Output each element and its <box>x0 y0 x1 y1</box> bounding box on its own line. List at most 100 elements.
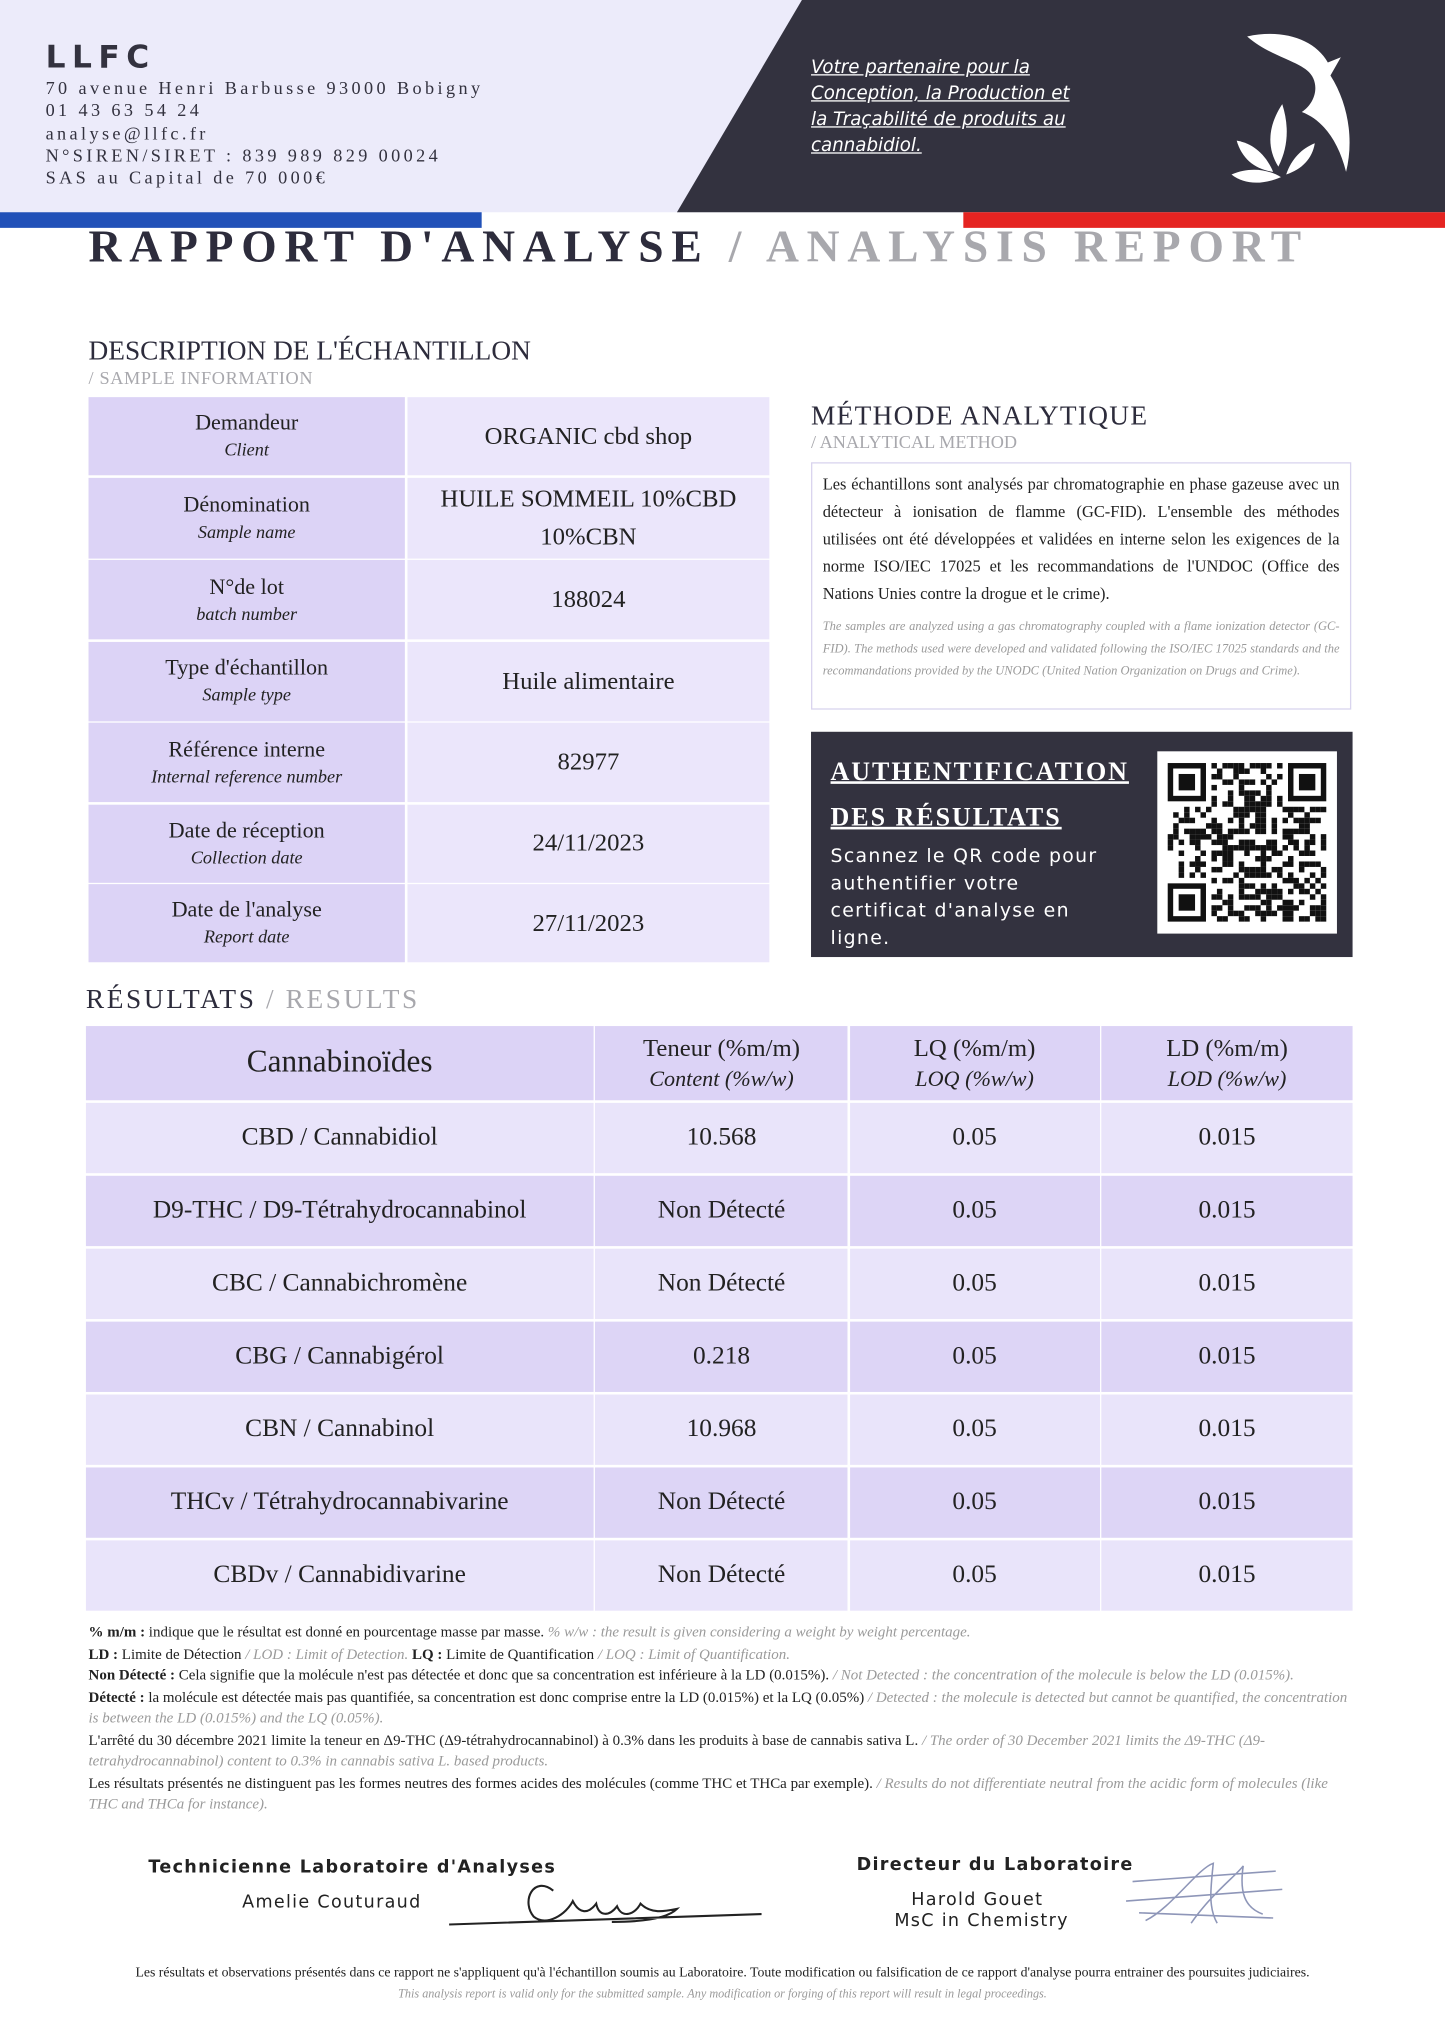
signature-right <box>1125 1862 1283 1924</box>
results-value: 0.05 <box>952 1196 997 1224</box>
sample-label-cell: Référence interne Internal reference numb… <box>88 722 405 803</box>
results-cell: 0.015 <box>1101 1248 1353 1320</box>
sample-value: ORGANIC cbd shop <box>484 422 693 450</box>
sample-sublabel: Internal reference number <box>151 767 343 788</box>
results-value: 0.05 <box>952 1487 997 1516</box>
sample-label: Référence interne <box>168 736 326 762</box>
sample-value: 24/11/2023 <box>532 829 645 857</box>
results-value: CBN / Cannabinol <box>245 1415 435 1443</box>
results-row: CBDv / Cannabidivarine Non Détecté 0.05 0.0… <box>85 1539 1353 1611</box>
address-line: N°SIREN/SIRET : 839 989 829 00024 <box>45 146 442 167</box>
results-value: THCv / Tétrahydrocannabivarine <box>170 1487 509 1516</box>
results-value: 0.05 <box>952 1123 997 1151</box>
qr-frame <box>1157 751 1337 934</box>
note-line: % m/m : indique que le résultat est donn… <box>89 1622 1358 1643</box>
address-line: SAS au Capital de 70 000€ <box>45 169 329 190</box>
footer-text: Les résultats et observations présentés … <box>135 1966 1310 1981</box>
results-value: 0.218 <box>692 1342 751 1370</box>
results-cell: 10.568 <box>595 1102 848 1174</box>
header-band <box>0 0 1445 228</box>
results-value: 0.015 <box>1198 1123 1256 1151</box>
results-header-cell: LQ (%m/m) LOQ (%w/w) <box>849 1026 1100 1101</box>
sig-name: Amelie Couturaud <box>242 1891 422 1913</box>
sample-label-cell: Date de l'analyse Report date <box>88 884 405 963</box>
sample-row: Type d'échantillon Sample type Huile alime… <box>88 641 770 721</box>
note-line: Détecté : la molécule est détectée mais … <box>89 1687 1358 1730</box>
note-text: indique que le résultat est donné en pou… <box>145 1625 545 1641</box>
address-line: 01 43 63 54 24 <box>45 101 203 122</box>
sample-sublabel: Report date <box>203 928 290 948</box>
sig-title: Technicienne Laboratoire d'Analyses <box>148 1856 557 1878</box>
results-value: Non Détecté <box>657 1487 786 1516</box>
sample-value: 27/11/2023 <box>532 909 645 937</box>
results-cell: Non Détecté <box>595 1175 848 1247</box>
results-value: 0.015 <box>1198 1196 1256 1224</box>
results-cell: CBC / Cannabichromène <box>85 1248 594 1320</box>
sample-value-cell: Huile alimentaire <box>407 641 770 721</box>
sample-value-cell: HUILE SOMMEIL 10%CBD 10%CBN <box>407 477 770 558</box>
results-value: 10.968 <box>686 1415 757 1443</box>
sample-value-cell: 24/11/2023 <box>407 804 770 883</box>
results-cell: 0.015 <box>1101 1393 1353 1465</box>
note-translation: / The order of 30 December 2021 limits t… <box>88 1732 1265 1770</box>
results-row: THCv / Tétrahydrocannabivarine Non Détect… <box>85 1466 1353 1538</box>
auth-title: AUTHENTIFICATION DES RÉSULTATS <box>831 750 1129 841</box>
results-value: D9-THC / D9-Tétrahydrocannabinol <box>152 1196 527 1224</box>
logo <box>1231 33 1350 183</box>
results-cell: 0.218 <box>595 1320 848 1392</box>
auth-title-line: AUTHENTIFICATION <box>830 757 1129 787</box>
results-row: CBC / Cannabichromène Non Détecté 0.05 0.01… <box>85 1248 1353 1320</box>
results-cell: 0.05 <box>849 1466 1100 1538</box>
note-translation: / Not Detected : the concentration of th… <box>832 1667 1294 1684</box>
note-text: L'arrêté du 30 décembre 2021 limite la t… <box>88 1732 922 1749</box>
results-cell: 0.05 <box>849 1393 1100 1465</box>
results-value: Non Détecté <box>657 1269 786 1297</box>
results-cell: 0.015 <box>1101 1102 1353 1174</box>
column-sublabel: Content (%w/w) <box>649 1065 794 1091</box>
results-cell: 0.05 <box>849 1539 1100 1611</box>
note-text: Les résultats présentés ne distinguent p… <box>88 1775 877 1792</box>
sig-degree: MsC in Chemistry <box>894 1910 1069 1932</box>
results-cell: CBG / Cannabigérol <box>85 1320 594 1392</box>
note-translation: / Results do not differentiate neutral f… <box>88 1775 1328 1813</box>
results-value: 0.05 <box>952 1415 997 1443</box>
note-term: % m/m : <box>88 1625 146 1641</box>
results-cell: Non Détecté <box>595 1248 848 1320</box>
sample-sublabel: Client <box>224 441 269 461</box>
results-cell: CBDv / Cannabidivarine <box>85 1539 594 1611</box>
results-row: CBD / Cannabidiol 10.568 0.05 0.015 <box>85 1102 1353 1174</box>
tagline-line: Conception, la Production et <box>811 83 1070 105</box>
results-value: CBD / Cannabidiol <box>241 1123 438 1151</box>
results-cell: CBD / Cannabidiol <box>85 1102 594 1174</box>
results-cell: 0.015 <box>1101 1175 1353 1247</box>
results-value: CBC / Cannabichromène <box>212 1269 468 1297</box>
note-line: Non Détecté : Cela signifie que la moléc… <box>89 1665 1358 1686</box>
sig-name: Harold Gouet <box>911 1889 1044 1911</box>
sample-label-cell: N°de lot batch number <box>88 559 405 640</box>
sample-row: Dénomination Sample name HUILE SOMMEIL 10%… <box>88 477 770 558</box>
results-value: 10.568 <box>686 1123 757 1151</box>
results-value: 0.015 <box>1198 1269 1256 1297</box>
note-line: LD : Limite de Détection / LOD : Limit o… <box>89 1644 1358 1665</box>
results-heading-line: RÉSULTATS / RESULTS <box>86 983 420 1016</box>
report-title-en: / ANALYSIS REPORT <box>728 221 1310 273</box>
note-line: Les résultats présentés ne distinguent p… <box>89 1773 1358 1816</box>
results-cell: Non Détecté <box>595 1466 848 1538</box>
method-heading: MÉTHODE ANALYTIQUE <box>811 399 1149 431</box>
sample-label: Demandeur <box>195 410 299 435</box>
results-cell: CBN / Cannabinol <box>85 1393 594 1465</box>
results-header-cell: Teneur (%m/m) Content (%w/w) <box>595 1026 848 1101</box>
sample-row: Date de l'analyse Report date 27/11/2023 <box>88 884 770 963</box>
note-text: Limite de Détection <box>118 1646 246 1663</box>
sample-value-cell: ORGANIC cbd shop <box>407 397 770 476</box>
report-title-line: RAPPORT D'ANALYSE / ANALYSIS REPORT <box>89 221 1309 273</box>
sample-sublabel: batch number <box>196 604 298 625</box>
sig-title: Directeur du Laboratoire <box>856 1854 1134 1876</box>
sample-row: Demandeur Client ORGANIC cbd shop <box>88 397 770 476</box>
signature-left <box>449 1884 762 1926</box>
results-value: 0.05 <box>952 1269 997 1297</box>
report-title: RAPPORT D'ANALYSE <box>88 221 710 273</box>
results-cell: 0.05 <box>849 1175 1100 1247</box>
